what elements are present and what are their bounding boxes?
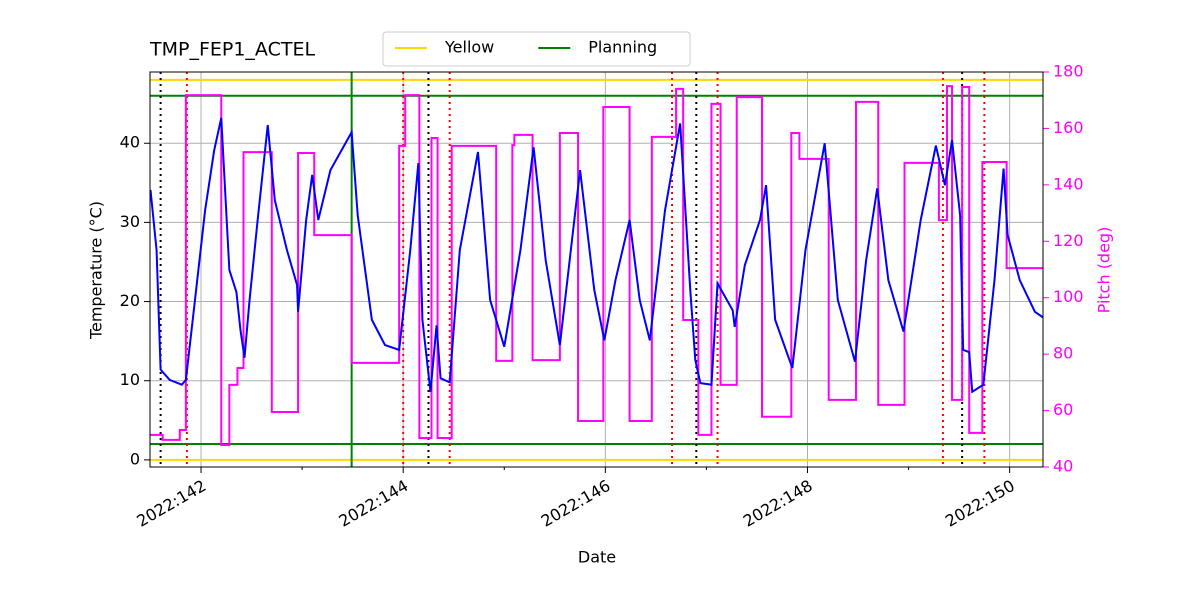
y2-tick-label: 180: [1053, 62, 1084, 81]
y2-tick-label: 160: [1053, 118, 1084, 137]
y-tick-label: 10: [120, 370, 140, 389]
x-tick-label: 2022:148: [740, 476, 816, 531]
y2-tick-label: 120: [1053, 231, 1084, 250]
legend-label: Planning: [588, 38, 657, 57]
x-tick-label: 2022:144: [336, 476, 412, 531]
chart-title: TMP_FEP1_ACTEL: [149, 39, 315, 61]
y-tick-label: 0: [130, 449, 140, 468]
y-tick-label: 30: [120, 212, 140, 231]
x-tick-label: 2022:150: [942, 476, 1018, 531]
x-tick-label: 2022:146: [538, 476, 614, 531]
legend-box: [382, 31, 691, 67]
series-line: [150, 117, 1043, 394]
y2-tick-label: 40: [1053, 457, 1073, 476]
y-axis-label: Temperature (°C): [87, 201, 106, 340]
legend-label: Yellow: [444, 38, 494, 57]
y2-tick-label: 100: [1053, 287, 1084, 306]
y2-tick-label: 140: [1053, 174, 1084, 193]
y-tick-label: 20: [120, 291, 140, 310]
y2-tick-label: 80: [1053, 344, 1073, 363]
y2-axis-label: Pitch (deg): [1095, 227, 1114, 314]
y2-tick-label: 60: [1053, 400, 1073, 419]
x-tick-label: 2022:142: [133, 476, 209, 531]
series-line: [150, 85, 1043, 446]
plot-frame: [149, 71, 1044, 468]
plot-area: [150, 72, 1043, 467]
y-tick-label: 40: [120, 133, 140, 152]
x-axis-label: Date: [578, 548, 616, 567]
